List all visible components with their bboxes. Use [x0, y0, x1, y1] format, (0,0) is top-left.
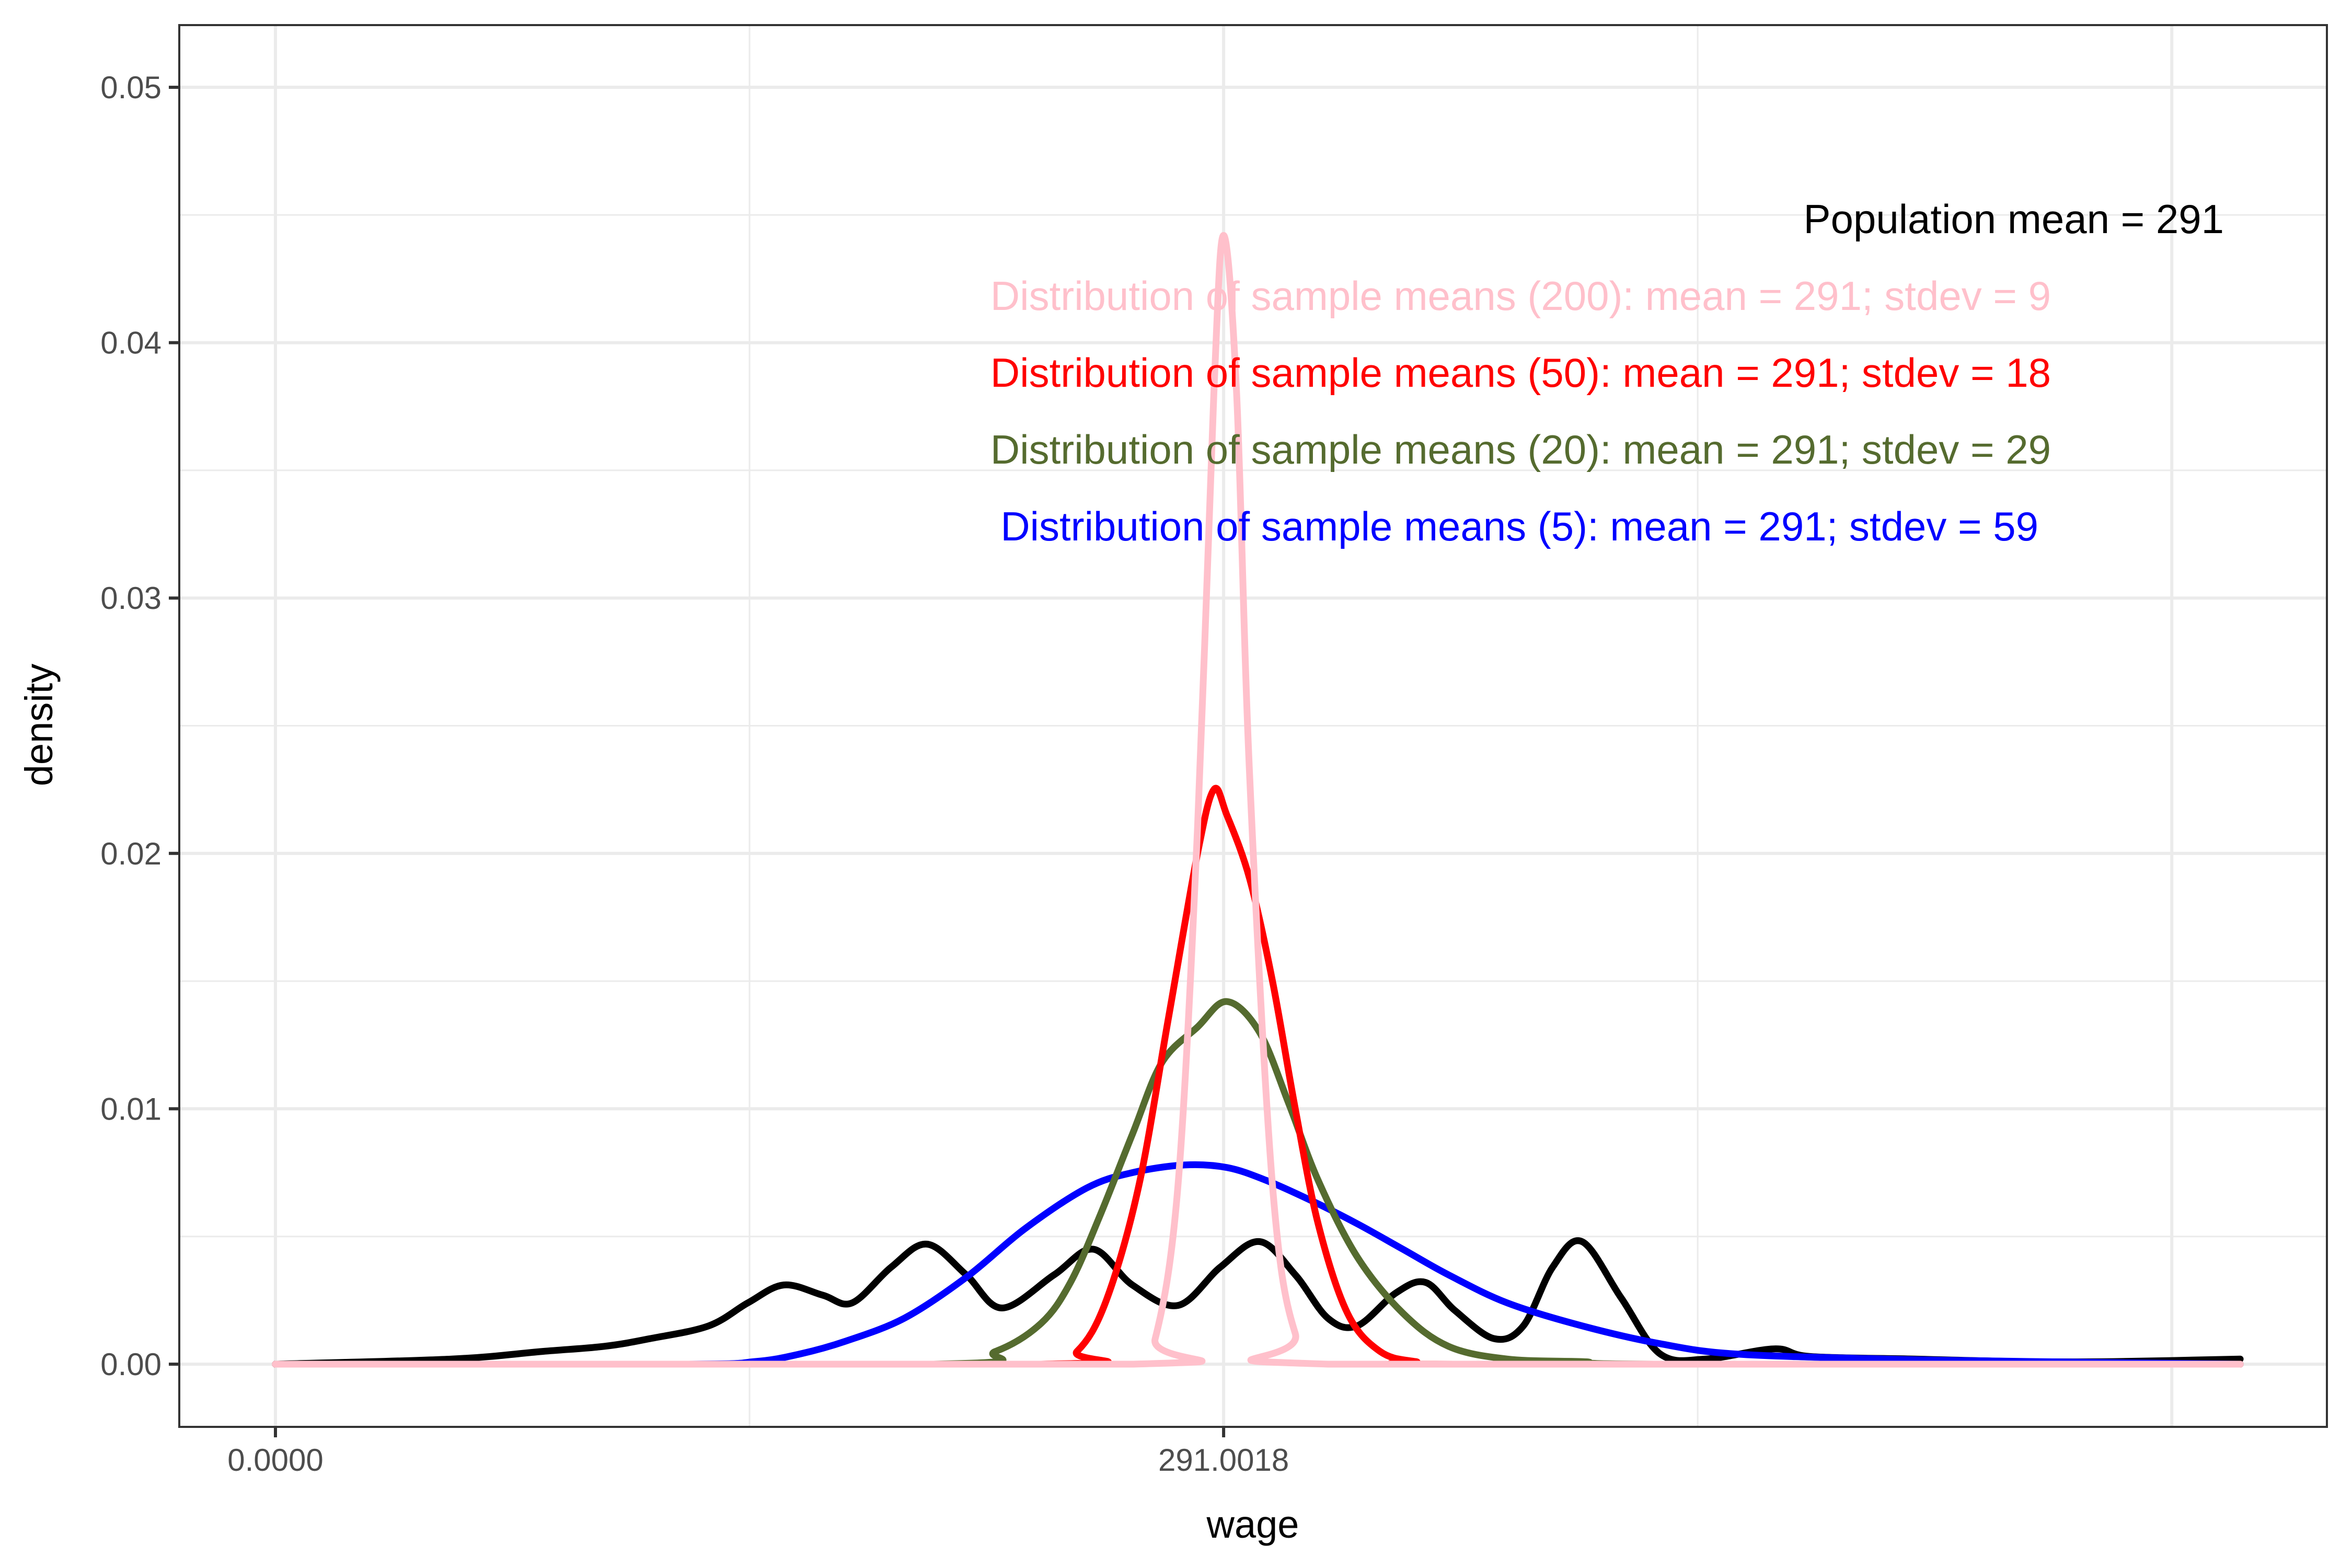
y-axis: 0.00 0.01 0.02 0.03 0.04 0.05 — [100, 70, 179, 1382]
density-curves — [272, 232, 2244, 1368]
y-tick-label: 0.05 — [100, 70, 162, 105]
series-line-population — [272, 1237, 2244, 1368]
x-axis: 0.0000 291.0018 — [227, 1427, 1289, 1478]
series-line-sample-means-200 — [272, 232, 2244, 1368]
panel-border — [178, 24, 2328, 1428]
y-tick-label: 0.03 — [100, 581, 162, 616]
x-axis-title: wage — [1206, 1503, 1299, 1546]
y-axis-title: density — [17, 664, 61, 786]
y-tick-label: 0.00 — [100, 1347, 162, 1382]
minor-gridlines — [179, 25, 2327, 1427]
x-tick-label: 0.0000 — [227, 1443, 324, 1478]
y-tick-label: 0.01 — [100, 1091, 162, 1126]
annotation-sample-means-50: Distribution of sample means (50): mean … — [990, 350, 2051, 396]
annotation-sample-means-200: Distribution of sample means (200): mean… — [990, 273, 2051, 319]
annotation-sample-means-20: Distribution of sample means (20): mean … — [990, 426, 2051, 472]
annotation-sample-means-5: Distribution of sample means (5): mean =… — [1000, 503, 2038, 549]
y-tick-label: 0.04 — [100, 326, 162, 361]
y-tick-label: 0.02 — [100, 836, 162, 871]
annotation-population-mean: Population mean = 291 — [1804, 196, 2224, 242]
series-line-sample-means-5 — [272, 1161, 2244, 1368]
x-tick-label: 291.0018 — [1158, 1443, 1289, 1478]
annotations: Population mean = 291 Distribution of sa… — [990, 196, 2224, 549]
